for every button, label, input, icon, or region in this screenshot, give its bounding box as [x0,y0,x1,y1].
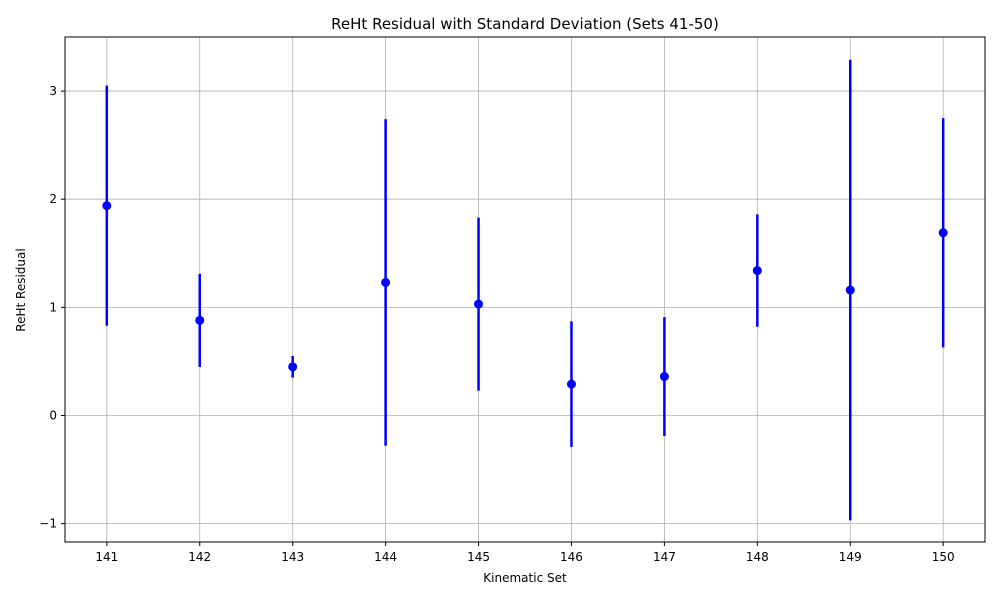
data-point [659,372,669,382]
data-point [381,277,391,287]
x-tick-label: 141 [95,550,118,564]
y-tick-label: −1 [39,517,57,531]
data-point [288,362,298,372]
chart-title: ReHt Residual with Standard Deviation (S… [331,15,719,33]
x-tick-label: 142 [188,550,211,564]
x-tick-label: 149 [839,550,862,564]
x-tick-label: 147 [653,550,676,564]
error-bars [105,59,945,521]
plot-frame [64,36,986,543]
x-tick-label: 150 [932,550,955,564]
x-tick-label: 143 [281,550,304,564]
y-tick-label: 0 [49,408,57,422]
data-point [938,228,948,238]
y-tick-label: 1 [49,300,57,314]
data-point [102,201,112,211]
x-axis-label: Kinematic Set [483,571,567,585]
data-point [752,266,762,276]
x-tick-label: 146 [560,550,583,564]
y-tick-label: 2 [49,192,57,206]
x-axis-ticks: 141 142 143 144 145 146 147 148 149 150 [95,542,955,564]
x-tick-label: 144 [374,550,397,564]
y-tick-label: 3 [49,84,57,98]
data-point [195,315,205,325]
data-point [566,379,576,389]
data-point [474,299,484,309]
data-point [845,285,855,295]
x-tick-label: 148 [746,550,769,564]
y-axis-ticks: −1 0 1 2 3 [39,84,65,531]
y-axis-label: ReHt Residual [14,248,28,331]
x-tick-label: 145 [467,550,490,564]
data-points [102,201,948,389]
